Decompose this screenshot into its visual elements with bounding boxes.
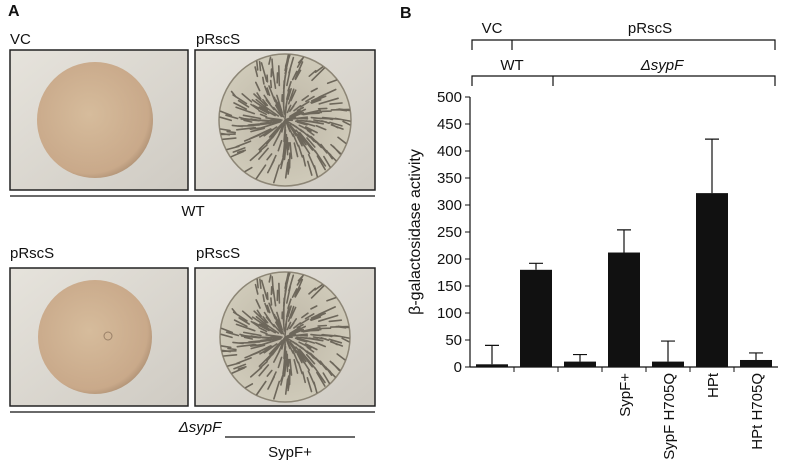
chart: 0 50 100 150 200 250 300 350 400 450 500 SypF+ SypF … xyxy=(437,89,778,460)
error-bar xyxy=(573,353,587,362)
bracket xyxy=(471,39,776,50)
y-tick-label: 100 xyxy=(437,305,462,322)
bar xyxy=(608,252,640,367)
y-tick-label: 500 xyxy=(437,89,462,106)
error-bar xyxy=(705,138,719,194)
condition-label: VC xyxy=(10,31,31,48)
x-tick-label: HPt H705Q xyxy=(749,373,766,450)
bracket xyxy=(471,75,776,86)
complement-label: SypF+ xyxy=(268,444,312,461)
bar xyxy=(696,193,728,367)
y-tick-label: 300 xyxy=(437,197,462,214)
photos xyxy=(9,49,376,407)
condition-label: pRscS xyxy=(196,245,240,262)
bar xyxy=(476,364,508,367)
x-tick-label: HPt xyxy=(705,372,722,398)
error-bar xyxy=(529,262,543,270)
colony xyxy=(38,280,152,394)
colony xyxy=(37,62,153,178)
bar xyxy=(652,361,684,367)
y-tick-label: 400 xyxy=(437,143,462,160)
condition-label: pRscS xyxy=(196,31,240,48)
panel-label: A xyxy=(8,3,20,20)
y-tick-label: 450 xyxy=(437,116,462,133)
y-axis-title: β-galactosidase activity xyxy=(407,149,424,315)
bar xyxy=(564,361,596,367)
group-label: ΔsypF xyxy=(640,57,684,74)
condition-label: pRscS xyxy=(10,245,54,262)
y-tick-label: 50 xyxy=(445,332,462,349)
y-tick-label: 150 xyxy=(437,278,462,295)
bar xyxy=(520,269,552,367)
wrinkles xyxy=(219,54,351,184)
error-bar xyxy=(485,344,499,365)
strain-label: WT xyxy=(181,203,204,220)
panel-label: B xyxy=(400,5,412,22)
strain-label: ΔsypF xyxy=(178,419,222,436)
error-bar xyxy=(749,352,763,360)
colony-mark xyxy=(103,331,113,341)
group-label: WT xyxy=(500,57,523,74)
error-bar xyxy=(661,340,675,362)
group-label: pRscS xyxy=(628,20,672,37)
group-label: VC xyxy=(482,20,503,37)
y-tick-label: 350 xyxy=(437,170,462,187)
y-tick-label: 200 xyxy=(437,251,462,268)
x-tick-label: SypF+ xyxy=(617,373,634,417)
wrinkles xyxy=(220,272,350,400)
y-tick-label: 0 xyxy=(454,359,462,376)
error-bar xyxy=(617,229,631,253)
x-tick-label: SypF H705Q xyxy=(661,373,678,460)
y-tick-label: 250 xyxy=(437,224,462,241)
bar xyxy=(740,359,772,367)
